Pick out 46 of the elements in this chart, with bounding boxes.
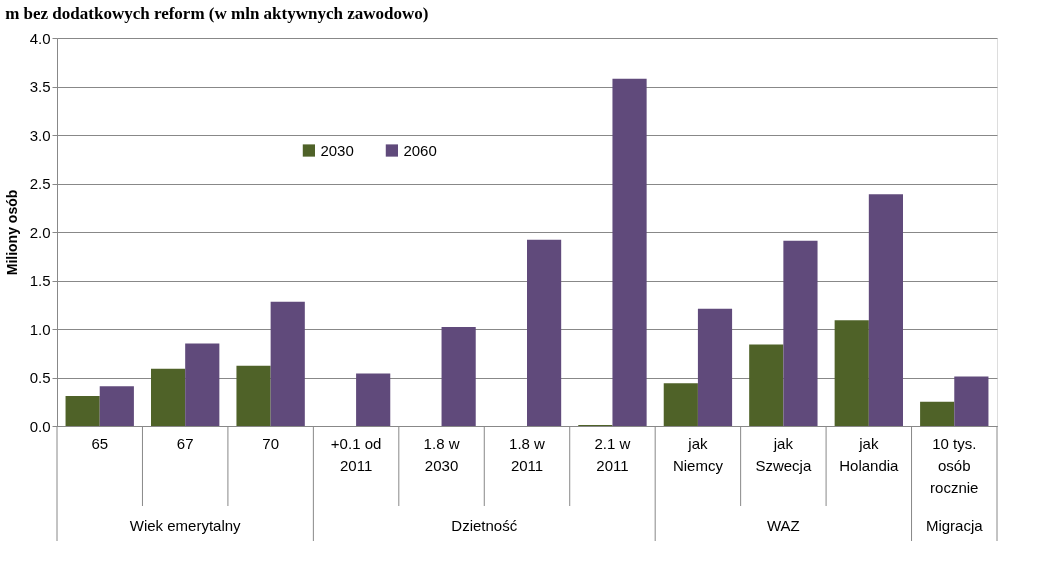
x-tick-label: 2.1 w 2011	[594, 434, 631, 474]
y-tick-label: 1.5	[29, 272, 51, 289]
bar	[749, 344, 784, 426]
y-tick-label: 2.0	[29, 223, 51, 241]
bar	[920, 401, 955, 426]
text: Dzietność	[451, 517, 518, 534]
bar	[236, 365, 271, 426]
bar	[868, 194, 903, 426]
y-tick-label: 2.5	[29, 175, 51, 192]
y-axis-title: Miliony osób	[3, 189, 20, 276]
x-tick-label: +0.1 od 2011	[330, 434, 382, 474]
bar	[612, 78, 647, 426]
bar	[151, 368, 186, 426]
y-tick-label: 4.0	[29, 29, 51, 47]
y-tick-label: 3.5	[29, 78, 51, 95]
x-tick-label: 1.8 w 2030	[423, 434, 460, 474]
y-tick-label: 0.5	[29, 369, 51, 386]
bar	[527, 239, 562, 426]
bar	[185, 343, 220, 426]
x-tick-label: 67	[176, 434, 194, 452]
x-tick-label: 10 tys. osób rocznie	[930, 434, 979, 496]
bar	[65, 395, 100, 426]
x-tick-label: 65	[91, 434, 109, 452]
y-tick-label: 0.0	[29, 417, 51, 435]
text: Migracja	[925, 517, 984, 534]
bar	[663, 383, 698, 426]
x-tick-label: jak Szwecja	[755, 434, 812, 474]
legend-label: 2060	[403, 141, 437, 159]
x-tick-label: jak Niemcy	[672, 434, 724, 474]
y-tick-label: 3.0	[29, 126, 51, 144]
bar	[356, 373, 391, 426]
legend-label: 2030	[320, 141, 354, 159]
bar	[697, 308, 733, 426]
bar	[783, 240, 818, 426]
x-tick-label: 1.8 w 2011	[509, 434, 546, 474]
bar	[99, 386, 134, 426]
bar	[834, 320, 869, 426]
text: Wiek emerytalny	[129, 517, 242, 534]
x-tick-label: 70	[262, 434, 279, 452]
chart-title: m bez dodatkowych reform (w mln aktywnych zawodowo)	[5, 4, 429, 23]
bar	[441, 327, 476, 426]
y-tick-label: 1.0	[29, 320, 51, 338]
text: WAZ	[766, 517, 800, 534]
x-tick-label: jak Holandia	[839, 434, 900, 474]
bar	[954, 376, 989, 426]
bar	[270, 301, 305, 426]
